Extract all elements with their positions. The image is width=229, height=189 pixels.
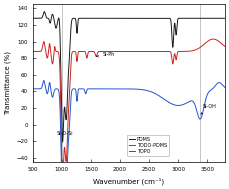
PDMS (175, 34, 177, 36)
TOPO (42, 79, 45, 82)
TODO-PDMS (66, 130, 69, 132)
TOPO (105, 88, 108, 90)
PDMS (189, 17, 192, 19)
X-axis label: Wavenumber (cm⁻¹): Wavenumber (cm⁻¹) (93, 177, 164, 185)
PDMS (224, 17, 226, 19)
Text: Si-Ph: Si-Ph (97, 53, 115, 57)
PDMS (66, 89, 69, 91)
PDMS (147, 17, 149, 19)
TOPO (175, 104, 177, 106)
TODO-PDMS (175, 59, 177, 61)
TOPO (60, 165, 63, 167)
PDMS (31, 17, 34, 19)
PDMS (156, 17, 159, 19)
PDMS (43, 11, 46, 13)
TODO-PDMS (60, 165, 63, 167)
TODO-PDMS (105, 50, 108, 53)
TODO-PDMS (212, 38, 215, 40)
TODO-PDMS (224, 45, 226, 47)
TOPO (31, 88, 34, 90)
TODO-PDMS (189, 50, 192, 52)
TOPO (66, 154, 69, 156)
Y-axis label: Transmittance (%): Transmittance (%) (4, 51, 11, 115)
TOPO (147, 90, 149, 92)
PDMS (105, 17, 108, 19)
Text: Si-O-Si: Si-O-Si (57, 131, 74, 136)
TOPO (156, 94, 159, 96)
Legend: PDMS, TODO-PDMS, TOPO: PDMS, TODO-PDMS, TOPO (127, 135, 169, 156)
Line: TODO-PDMS: TODO-PDMS (33, 39, 225, 166)
TODO-PDMS (147, 50, 149, 53)
PDMS (61, 141, 64, 143)
Text: Si-OH: Si-OH (201, 104, 217, 114)
TOPO (189, 100, 192, 102)
TODO-PDMS (31, 50, 34, 53)
TODO-PDMS (156, 50, 159, 53)
Line: TOPO: TOPO (33, 81, 225, 166)
Line: PDMS: PDMS (33, 12, 225, 142)
TOPO (224, 86, 226, 88)
